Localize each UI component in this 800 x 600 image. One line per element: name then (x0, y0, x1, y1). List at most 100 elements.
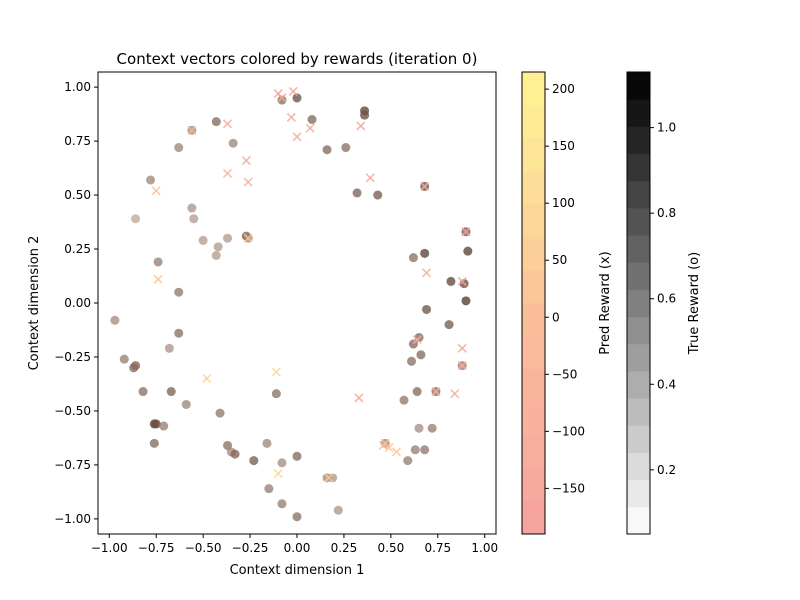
true-reward-point-tint (271, 389, 281, 399)
pred-reward-point (431, 386, 441, 397)
true-reward-point-tint (159, 421, 169, 431)
colorbar-band (627, 99, 650, 127)
y-tick-label: 0.75 (64, 134, 91, 148)
pred-reward-point (153, 274, 163, 284)
true-reward-point (211, 117, 221, 127)
colorbar-tick-label: 0.4 (657, 377, 676, 391)
true-reward-point (277, 458, 287, 468)
colorbar-band (522, 105, 545, 139)
true-reward-point (149, 438, 159, 448)
true-reward-point-tint (174, 328, 184, 338)
pred-reward-point (305, 123, 315, 133)
colorbar-band (522, 204, 545, 238)
true-reward-point (119, 354, 129, 364)
x-tick-label: 1.00 (471, 541, 498, 555)
true-reward-point (360, 110, 370, 120)
x-axis-label: Context dimension 1 (230, 563, 365, 578)
pred-reward-point (391, 447, 402, 457)
true-reward-point (110, 315, 120, 325)
true-reward-point-tint (262, 438, 272, 448)
true-reward-point (230, 449, 240, 459)
true-reward-point (461, 296, 471, 306)
true-reward-point (164, 343, 174, 353)
pred-reward-point (241, 155, 251, 166)
colorbar-tick-label: −100 (552, 424, 585, 438)
true-reward-point (427, 423, 437, 433)
true-reward-point-tint (131, 361, 141, 371)
true-reward-point-tint (213, 242, 223, 252)
x-tick-label: −1.00 (91, 541, 128, 555)
y-tick-label: 0.25 (64, 242, 91, 256)
true-reward-point (333, 505, 343, 515)
true-reward-point (416, 350, 426, 360)
y-tick-label: 0.50 (64, 188, 91, 202)
pred-reward-point (461, 227, 471, 237)
x-tick-label: −0.50 (185, 541, 222, 555)
true-reward-point (341, 143, 351, 153)
true-reward-point-tint (223, 233, 233, 243)
true-reward-point (446, 276, 456, 286)
true-reward-point-tint (153, 257, 163, 267)
true-reward-point-tint (461, 296, 471, 306)
true-reward-point-tint (420, 248, 430, 258)
pred-reward-colorbar-bands (522, 72, 545, 535)
true-reward-point-tint (138, 387, 148, 397)
true-reward-point-tint (444, 320, 454, 330)
true-reward-point (174, 328, 184, 338)
true-reward-point (131, 214, 141, 224)
true-reward-point (166, 387, 176, 397)
true-reward-colorbar-bands (627, 72, 650, 535)
colorbar-band (522, 336, 545, 370)
true-reward-point (187, 203, 197, 213)
x-tick-label: 0.25 (331, 541, 358, 555)
pred-reward-point (292, 132, 302, 142)
colorbar-band (627, 235, 650, 263)
true-reward-point-tint (416, 350, 426, 360)
colorbar-tick-label: 1.0 (657, 121, 676, 135)
colorbar-tick-label: 200 (552, 82, 575, 96)
pred-reward-point (356, 121, 366, 131)
true-reward-point-tint (131, 214, 141, 224)
true-reward-point-tint (352, 188, 362, 198)
true-reward-point (146, 175, 156, 185)
true-reward-point-tint (408, 253, 418, 263)
x-tick-label: 0.00 (284, 541, 311, 555)
colorbar-band (627, 289, 650, 318)
colorbar-band (627, 207, 650, 236)
colorbar-band (522, 138, 545, 172)
y-axis-label: Context dimension 2 (27, 236, 42, 371)
pred-reward-point (288, 86, 298, 96)
true-reward-point (408, 253, 418, 263)
true-reward-point (322, 145, 332, 155)
true-reward-points (110, 93, 473, 522)
true-reward-colorbar-ticks: 0.2 0.4 0.6 0.8 1.0 (650, 121, 676, 477)
true-reward-point (292, 451, 302, 461)
true-reward-point-tint (322, 145, 332, 155)
chart-title: Context vectors colored by rewards (iter… (117, 50, 478, 68)
pred-reward-point (420, 181, 430, 191)
true-reward-point (151, 419, 161, 429)
true-reward-point (410, 445, 420, 455)
true-reward-point (181, 399, 191, 409)
colorbar-band (627, 316, 650, 345)
true-reward-point-tint (187, 203, 197, 213)
colorbar-band (627, 452, 650, 481)
true-reward-point (277, 95, 287, 105)
colorbar-tick-label: 100 (552, 196, 575, 210)
pred-reward-points (151, 86, 471, 483)
true-reward-point-tint (277, 499, 287, 509)
true-reward-point-tint (422, 304, 432, 314)
true-reward-point-tint (427, 423, 437, 433)
true-reward-point-tint (414, 423, 424, 433)
true-reward-point (407, 356, 417, 366)
true-reward-point-tint (264, 484, 274, 494)
true-reward-point-tint (198, 235, 208, 245)
true-reward-point (414, 423, 424, 433)
true-reward-point (422, 304, 432, 314)
true-reward-point-tint (341, 143, 351, 153)
true-reward-point-tint (360, 106, 370, 116)
pred-reward-colorbar-label: Pred Reward (x) (598, 251, 613, 354)
pred-reward-point (273, 468, 283, 479)
true-reward-point-tint (410, 445, 420, 455)
